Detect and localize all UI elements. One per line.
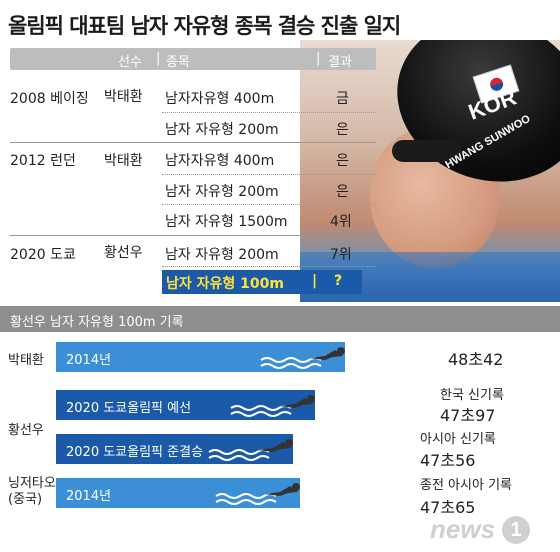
swimmer-body: [279, 398, 313, 408]
header-result: 결과: [328, 55, 352, 70]
page-title: 올림픽 대표팀 남자 자유형 종목 결승 진출 일지: [8, 14, 401, 38]
goggles: [392, 140, 462, 162]
record-person: 박태환: [8, 353, 44, 368]
highlight-result: ?: [334, 273, 343, 289]
records-header: 황선우 남자 자유형 100m 기록: [0, 306, 560, 332]
swimmer-photo: KOR HWANG SUNWOO: [300, 40, 560, 302]
wave-line: [208, 449, 270, 455]
event-name: 남자자유형 400m: [165, 153, 275, 169]
records-header-text: 황선우 남자 자유형 100m 기록: [10, 315, 184, 330]
athlete-name: 황선우: [104, 245, 143, 261]
result-value: 은: [336, 153, 349, 169]
record-label: 2014년: [66, 353, 112, 368]
record-bar: 2020 도쿄올림픽 준결승: [56, 434, 293, 464]
record-label: 2014년: [66, 489, 112, 504]
wave-swimmer-icon: [215, 483, 300, 505]
watermark-text: news: [430, 514, 496, 544]
table-header: 선수 | 종목 | 결과: [10, 48, 376, 70]
wave-line: [260, 357, 322, 363]
wave-line: [215, 499, 277, 505]
wave-swimmer-icon: [230, 395, 315, 417]
news1-logo: news 1: [430, 514, 530, 545]
swimmer-body: [264, 486, 298, 496]
swimmer-body: [257, 442, 291, 452]
wave-line: [260, 363, 322, 369]
games-label: 2020 도쿄: [10, 247, 76, 263]
watermark-mark: 1: [502, 516, 530, 544]
swimmer-head: [337, 347, 345, 355]
record-time: 47초97: [440, 406, 496, 425]
result-value: 4위: [330, 214, 352, 230]
record-bar: 2014년: [56, 342, 345, 372]
record-time: 48초42: [448, 350, 504, 369]
wave-swimmer-icon: [260, 347, 345, 369]
highlight-event: 남자 자유형 100m: [166, 276, 284, 292]
result-value: 7위: [330, 247, 352, 263]
record-time: 47초56: [420, 451, 476, 470]
record-note: 아시아 신기록: [420, 432, 496, 447]
highlight-divider: |: [312, 273, 318, 289]
header-divider: |: [156, 51, 161, 66]
swimmer-head: [285, 439, 293, 447]
record-label: 2020 도쿄올림픽 예선: [66, 401, 192, 416]
wave-line: [215, 493, 277, 499]
row-divider: [162, 204, 376, 205]
header-divider: |: [316, 51, 321, 66]
record-note: 한국 신기록: [440, 388, 504, 403]
games-label: 2008 베이징: [10, 91, 89, 107]
result-value: 은: [336, 184, 349, 200]
row-divider: [162, 112, 376, 113]
swimmer-head: [292, 483, 300, 491]
record-person: 닝저타오 (중국): [8, 476, 56, 507]
event-name: 남자 자유형 1500m: [165, 214, 288, 230]
athlete-name: 박태환: [104, 89, 143, 105]
row-divider: [162, 266, 376, 267]
record-bar: 2014년: [56, 478, 300, 508]
wave-swimmer-icon: [208, 439, 293, 461]
event-name: 남자 자유형 200m: [165, 247, 279, 263]
record-bar: 2020 도쿄올림픽 예선: [56, 390, 315, 420]
athlete-name: 박태환: [104, 153, 143, 169]
event-name: 남자 자유형 200m: [165, 122, 279, 138]
swimmer-body: [309, 350, 343, 360]
result-value: 금: [336, 91, 349, 107]
wave-line: [230, 411, 292, 417]
group-divider: [10, 142, 376, 143]
event-name: 남자 자유형 200m: [165, 184, 279, 200]
games-label: 2012 런던: [10, 153, 76, 169]
record-person: 황선우: [8, 423, 44, 438]
record-note: 종전 아시아 기록: [420, 478, 512, 493]
result-value: 은: [336, 122, 349, 138]
highlight-row: 남자 자유형 100m | ?: [162, 270, 362, 294]
row-divider: [162, 174, 376, 175]
header-event: 종목: [166, 55, 190, 70]
record-label: 2020 도쿄올림픽 준결승: [66, 445, 204, 460]
event-name: 남자자유형 400m: [165, 91, 275, 107]
group-divider: [10, 235, 376, 236]
swimmer-head: [307, 395, 315, 403]
record-time: 47초65: [420, 498, 476, 517]
header-athlete: 선수: [118, 55, 142, 70]
wave-line: [208, 455, 270, 461]
wave-line: [230, 405, 292, 411]
